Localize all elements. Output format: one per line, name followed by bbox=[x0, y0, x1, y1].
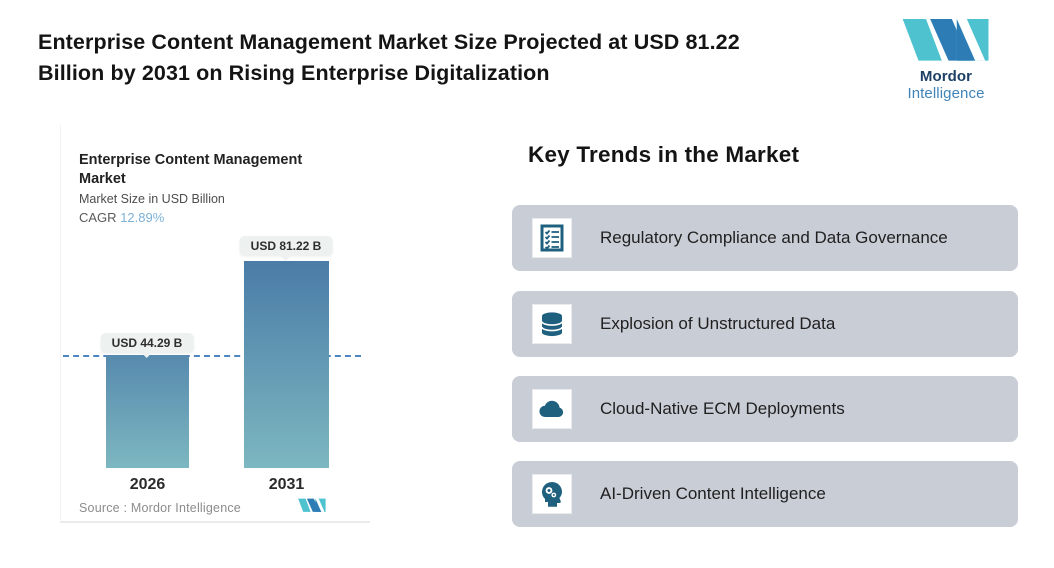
cagr-value: 12.89% bbox=[120, 210, 165, 225]
x-axis-label-2031: 2031 bbox=[268, 476, 305, 493]
x-axis-label-2026: 2026 bbox=[129, 476, 166, 493]
value-label-2031: USD 81.22 B bbox=[239, 236, 333, 256]
trend-label: AI-Driven Content Intelligence bbox=[600, 484, 826, 503]
trend-label: Explosion of Unstructured Data bbox=[600, 314, 836, 333]
bar-chart-plot: USD 44.29 B USD 81.22 B 2026 2031 bbox=[61, 125, 370, 521]
brand-wordmark: Mordor Intelligence bbox=[880, 68, 1012, 102]
source-value: Mordor Intelligence bbox=[130, 501, 241, 515]
chart-title-line-2: Market bbox=[79, 171, 126, 187]
brand-name-bold: Mordor bbox=[919, 68, 973, 85]
source-label: Source : bbox=[79, 501, 128, 515]
trend-label: Cloud-Native ECM Deployments bbox=[600, 399, 845, 418]
page-title: Enterprise Content Management Market Siz… bbox=[38, 27, 740, 89]
chart-title-line-1: Enterprise Content Management bbox=[79, 152, 303, 168]
brand-block: Mordor Intelligence bbox=[880, 14, 1012, 102]
chart-source: Source : Mordor Intelligence bbox=[79, 501, 241, 515]
cagr-label: CAGR bbox=[79, 210, 117, 225]
bar-2031 bbox=[244, 261, 329, 468]
trend-card-unstructured-data: Explosion of Unstructured Data bbox=[512, 291, 1018, 357]
market-size-chart-card: Enterprise Content Management Market Mar… bbox=[60, 125, 370, 523]
ai-head-icon bbox=[532, 474, 572, 514]
database-icon bbox=[532, 304, 572, 344]
reference-dashed-line bbox=[63, 355, 361, 357]
mordor-intelligence-mini-logo-icon bbox=[297, 497, 327, 518]
brand-name-light: Intelligence bbox=[907, 85, 985, 102]
chart-subtitle: Market Size in USD Billion bbox=[79, 192, 225, 206]
trend-label: Regulatory Compliance and Data Governanc… bbox=[600, 228, 948, 247]
mordor-intelligence-logo-icon bbox=[880, 14, 1012, 64]
trend-card-cloud-native: Cloud-Native ECM Deployments bbox=[512, 376, 1018, 442]
value-label-2026: USD 44.29 B bbox=[100, 333, 194, 353]
chart-cagr: CAGR 12.89% bbox=[79, 210, 164, 225]
chart-title: Enterprise Content Management Market bbox=[79, 151, 302, 189]
trend-card-ai-content-intelligence: AI-Driven Content Intelligence bbox=[512, 461, 1018, 527]
page-title-line-1: Enterprise Content Management Market Siz… bbox=[38, 30, 740, 54]
bar-2026 bbox=[106, 355, 189, 468]
trend-card-regulatory-compliance: Regulatory Compliance and Data Governanc… bbox=[512, 205, 1018, 271]
trends-heading: Key Trends in the Market bbox=[528, 142, 800, 167]
page-title-line-2: Billion by 2031 on Rising Enterprise Dig… bbox=[38, 61, 550, 85]
checklist-icon bbox=[532, 218, 572, 258]
cloud-icon bbox=[532, 389, 572, 429]
